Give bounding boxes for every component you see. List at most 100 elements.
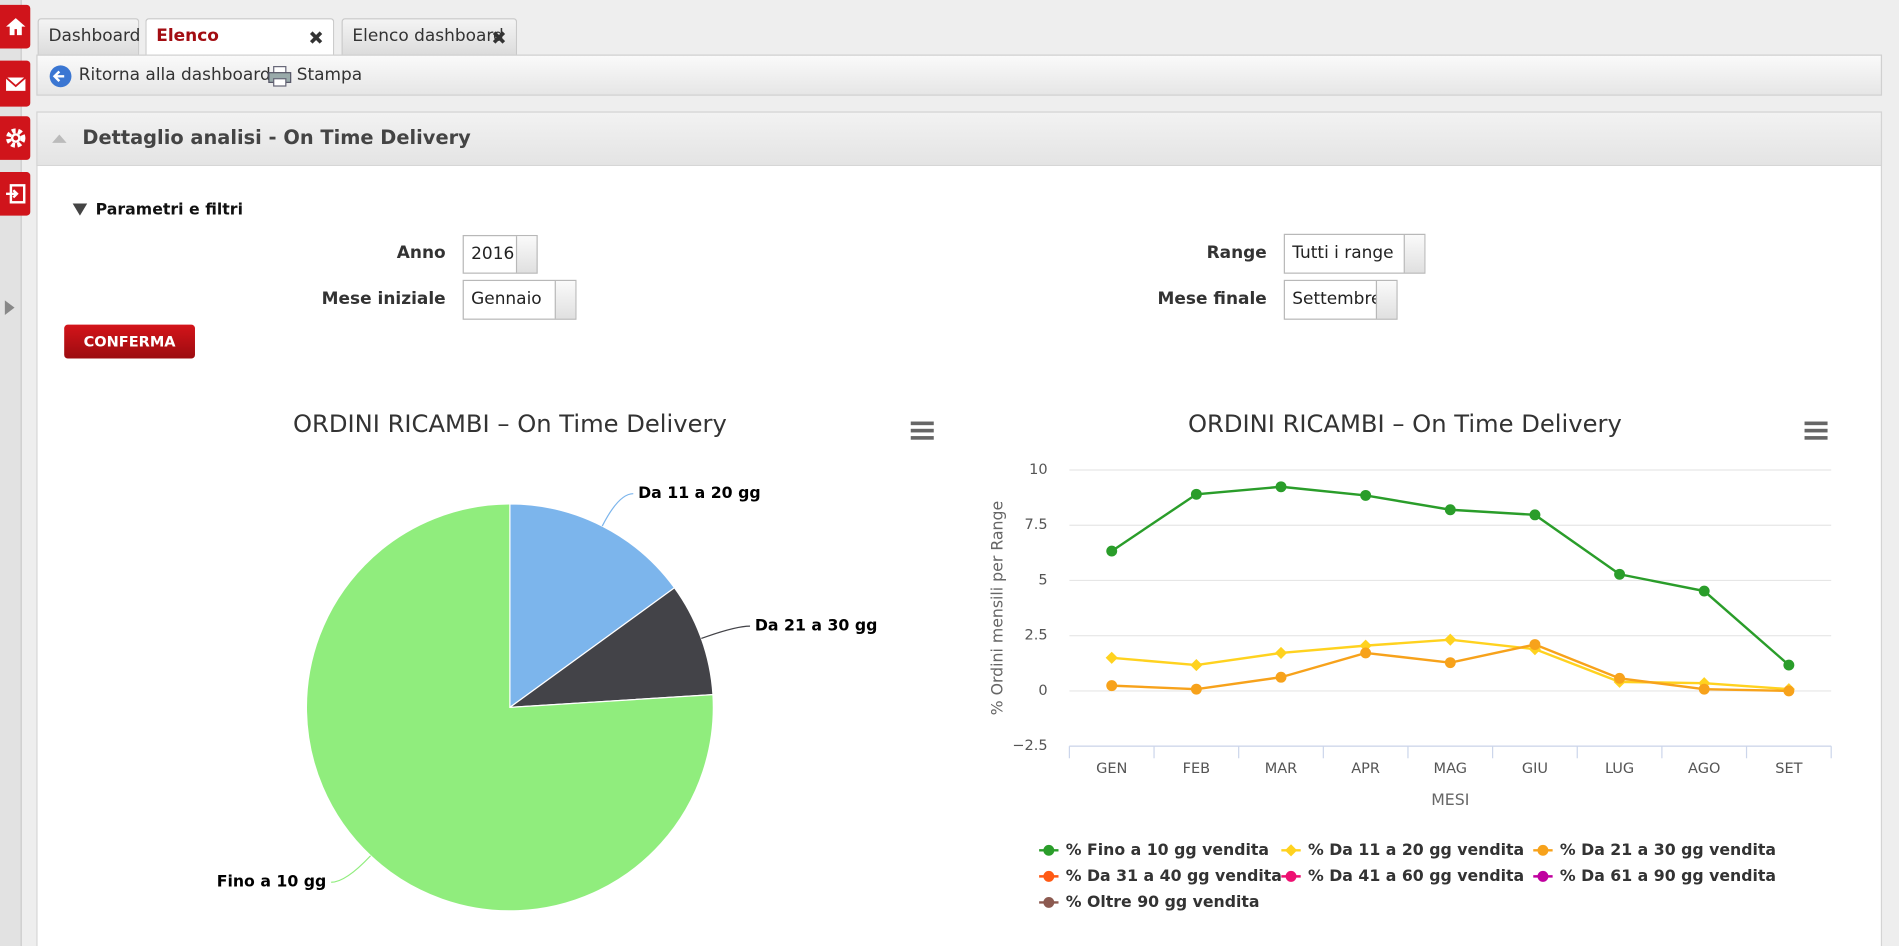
point: [1360, 489, 1372, 501]
y-tick-label: 10: [1029, 462, 1047, 478]
menu-icon[interactable]: [1804, 421, 1828, 440]
expand-arrow[interactable]: [4, 299, 16, 316]
select-arrow: [554, 281, 576, 319]
tab-label: Elenco dashboard: [352, 26, 504, 47]
legend-label: % Da 21 a 30 gg vendita: [1560, 840, 1776, 859]
point: [1106, 545, 1118, 557]
select-value: Settembre: [1292, 289, 1382, 309]
legend-item[interactable]: % Da 21 a 30 gg vendita: [1533, 840, 1776, 859]
y-tick-label: 5: [1038, 572, 1047, 588]
filter-label: Anno: [396, 243, 446, 263]
collapse-icon[interactable]: [51, 132, 68, 144]
select-value: Tutti i range: [1292, 243, 1394, 263]
legend-label: % Da 31 a 40 gg vendita: [1066, 866, 1282, 885]
legend-label: % Da 41 a 60 gg vendita: [1308, 866, 1524, 885]
x-tick-label: MAR: [1265, 761, 1298, 777]
print-icon: [268, 66, 292, 87]
legend-item[interactable]: % Da 61 a 90 gg vendita: [1533, 866, 1776, 885]
legend-item[interactable]: % Da 31 a 40 gg vendita: [1039, 866, 1282, 885]
legend-marker: [1043, 844, 1055, 856]
tab[interactable]: Elenco dashboard: [341, 18, 518, 55]
y-tick-label: −2.5: [1012, 738, 1047, 754]
legend-label: % Fino a 10 gg vendita: [1066, 840, 1269, 859]
legend-marker: [1537, 844, 1549, 856]
close-icon[interactable]: [492, 30, 507, 45]
point: [1783, 659, 1795, 671]
year-select[interactable]: 2016: [462, 234, 538, 274]
legend-label: % Da 61 a 90 gg vendita: [1560, 866, 1776, 885]
y-tick-label: 0: [1038, 683, 1047, 699]
confirm-button[interactable]: CONFERMA: [64, 324, 195, 359]
panel-title: Dettaglio analisi - On Time Delivery: [82, 125, 471, 149]
pie-slice: [509, 503, 676, 709]
slice-label: Da 21 a 30 gg: [755, 616, 878, 635]
home-icon: [5, 18, 25, 36]
legend-item[interactable]: % Da 41 a 60 gg vendita: [1281, 866, 1524, 885]
point: [1444, 657, 1456, 669]
x-tick-label: APR: [1351, 761, 1380, 777]
tab[interactable]: Dashboard: [37, 18, 140, 55]
start-month-select[interactable]: Gennaio: [462, 279, 577, 320]
filter-label: Mese finale: [1157, 289, 1267, 309]
pie-slice: [305, 503, 714, 912]
point: [1105, 651, 1118, 664]
legend-item[interactable]: % Oltre 90 gg vendita: [1039, 892, 1260, 911]
select-value: Gennaio: [471, 289, 542, 309]
point: [1614, 672, 1626, 684]
legend-marker: [1285, 870, 1297, 882]
select-value: 2016: [471, 244, 515, 265]
legend-marker: [1284, 844, 1298, 857]
filters-toggle[interactable]: [71, 202, 88, 217]
toolbar: [36, 54, 1883, 96]
point: [1698, 585, 1710, 597]
x-tick-label: FEB: [1183, 761, 1210, 777]
label-connector: [701, 625, 751, 640]
x-tick-label: GIU: [1522, 761, 1548, 777]
point: [1106, 680, 1118, 692]
print-button[interactable]: Stampa: [296, 65, 363, 85]
end-month-select[interactable]: Settembre: [1283, 279, 1398, 320]
menu-icon[interactable]: [910, 421, 934, 440]
point: [1529, 639, 1541, 650]
x-tick-label: AGO: [1688, 761, 1720, 777]
point: [1360, 647, 1372, 659]
x-tick-label: MAG: [1434, 761, 1467, 777]
x-axis-title: MESI: [1431, 790, 1469, 809]
slice-label: Da 11 a 20 gg: [638, 483, 761, 502]
home-button[interactable]: [0, 4, 31, 49]
back-button[interactable]: Ritorna alla dashboard: [78, 65, 271, 85]
label-connector: [331, 855, 372, 883]
x-tick-label: LUG: [1605, 761, 1634, 777]
legend-label: % Oltre 90 gg vendita: [1066, 892, 1260, 911]
y-tick-label: 7.5: [1025, 517, 1048, 533]
close-icon[interactable]: [309, 30, 324, 45]
logout-button[interactable]: [0, 172, 31, 216]
mail-icon: [4, 76, 26, 91]
point: [1274, 646, 1288, 659]
filter-label: Range: [1206, 243, 1267, 263]
legend-item[interactable]: % Da 11 a 20 gg vendita: [1281, 840, 1524, 859]
mail-button[interactable]: [0, 60, 31, 107]
legend-marker: [1043, 896, 1055, 908]
settings-button[interactable]: [0, 116, 31, 160]
select-arrow: [515, 236, 537, 273]
point: [1190, 488, 1202, 500]
point: [1783, 685, 1795, 697]
select-arrow: [1403, 234, 1425, 273]
chart-title: ORDINI RICAMBI – On Time Delivery: [1188, 410, 1622, 438]
point: [1190, 683, 1202, 695]
select-arrow: [1375, 281, 1397, 319]
gear-icon: [5, 128, 25, 148]
legend-marker: [1043, 870, 1055, 882]
back-icon: [49, 65, 72, 88]
legend-item[interactable]: % Fino a 10 gg vendita: [1039, 840, 1269, 859]
x-tick-label: GEN: [1096, 761, 1127, 777]
label-connector: [601, 493, 634, 527]
filters-title: Parametri e filtri: [95, 201, 243, 220]
point: [1444, 504, 1456, 516]
range-select[interactable]: Tutti i range: [1283, 233, 1426, 274]
panel-header: [36, 111, 1883, 166]
